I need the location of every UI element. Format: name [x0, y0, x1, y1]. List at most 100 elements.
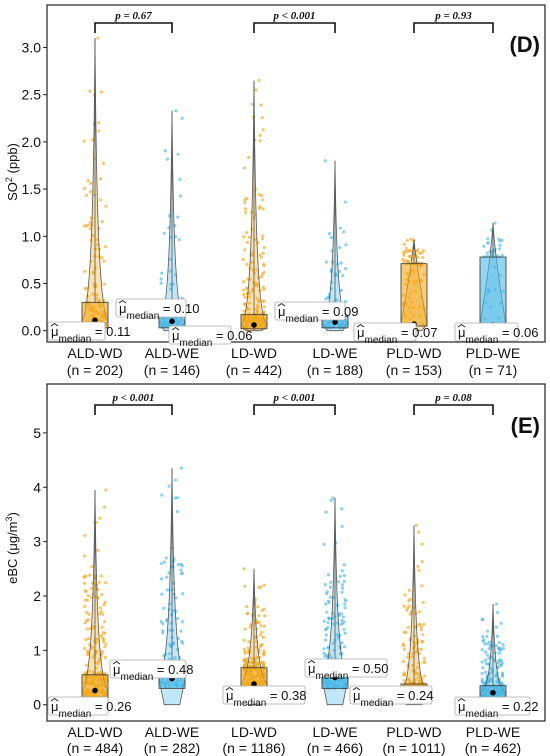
- hat-icon: [457, 323, 466, 328]
- bracket-line: [413, 404, 494, 415]
- data-point: [250, 102, 255, 106]
- data-point: [82, 646, 87, 651]
- data-point: [251, 287, 255, 291]
- data-point: [322, 651, 326, 655]
- data-point: [104, 642, 108, 646]
- median-label-text: μmedian = 0.26: [51, 699, 131, 720]
- p-value-label: p = 0.08: [434, 392, 472, 404]
- data-point: [91, 624, 95, 629]
- data-point: [86, 649, 90, 653]
- data-point: [404, 246, 408, 251]
- data-point: [418, 680, 422, 684]
- hat-icon: [277, 302, 286, 307]
- data-point: [409, 237, 413, 241]
- data-point: [102, 505, 107, 509]
- data-point: [167, 652, 172, 656]
- data-point: [480, 617, 484, 622]
- data-point: [257, 192, 261, 197]
- median-dot: [251, 322, 257, 328]
- data-point: [257, 298, 261, 302]
- data-point: [160, 592, 164, 596]
- data-point: [421, 600, 425, 605]
- data-point: [86, 223, 90, 227]
- panel-letter: (E): [511, 413, 540, 438]
- plot-frame: [46, 4, 546, 343]
- data-point: [103, 245, 108, 249]
- data-point: [164, 618, 169, 623]
- data-point: [329, 235, 334, 240]
- data-point: [342, 573, 346, 578]
- data-point: [102, 282, 107, 286]
- data-point: [84, 638, 88, 642]
- data-point: [255, 296, 259, 300]
- x-tick-label: ALD-WE: [145, 724, 199, 740]
- data-point: [323, 638, 328, 642]
- data-point: [483, 642, 487, 646]
- data-point: [336, 636, 340, 640]
- data-point: [261, 652, 266, 656]
- data-point: [83, 621, 88, 625]
- x-tick-label: PLD-WE: [466, 724, 520, 740]
- data-point: [262, 264, 266, 268]
- data-point: [245, 230, 249, 235]
- data-point: [86, 179, 90, 183]
- median-label: μmedian = 0.38: [222, 685, 306, 709]
- data-point: [259, 255, 263, 259]
- data-point: [85, 653, 90, 657]
- bracket-line: [413, 22, 494, 33]
- data-point: [487, 646, 491, 651]
- data-point: [162, 560, 166, 564]
- data-point: [248, 307, 252, 311]
- box: [400, 263, 428, 327]
- hat-icon: [356, 323, 365, 328]
- data-point: [243, 302, 247, 306]
- data-point: [82, 575, 86, 579]
- data-point: [84, 193, 89, 197]
- data-point: [322, 619, 326, 623]
- data-point: [338, 574, 342, 578]
- group-pld-we: μmedian = 0.06: [454, 221, 538, 346]
- data-point: [401, 659, 406, 664]
- data-point: [255, 281, 259, 286]
- data-point: [257, 614, 261, 618]
- data-point: [250, 261, 254, 265]
- median-label-text: μmedian = 0.22: [458, 699, 538, 720]
- data-point: [159, 620, 163, 624]
- data-point: [344, 599, 348, 603]
- data-point: [323, 159, 327, 163]
- data-point: [498, 239, 502, 243]
- data-point: [486, 662, 490, 666]
- data-point: [343, 606, 347, 610]
- data-point: [323, 582, 327, 587]
- data-point: [169, 287, 173, 291]
- data-point: [410, 663, 415, 668]
- data-point: [258, 139, 262, 143]
- data-point: [104, 204, 108, 208]
- data-point: [241, 257, 245, 261]
- data-point: [323, 654, 327, 658]
- data-point: [99, 90, 104, 94]
- median-label: μmedian = 0.06: [168, 325, 252, 349]
- data-point: [327, 232, 332, 236]
- hat-icon: [50, 322, 59, 327]
- data-point: [94, 650, 99, 654]
- panel-letter: (D): [509, 32, 540, 57]
- data-point: [260, 272, 265, 276]
- data-point: [99, 634, 104, 638]
- data-point: [343, 631, 347, 635]
- data-point: [242, 293, 246, 297]
- data-point: [175, 616, 180, 621]
- data-point: [340, 507, 344, 511]
- median-label-box: [168, 325, 232, 345]
- data-point: [96, 36, 100, 40]
- data-point: [101, 161, 106, 166]
- data-point: [102, 259, 106, 263]
- group-ald-we: μmedian = 0.48: [109, 466, 193, 706]
- x-tick-label: LD-WE: [312, 345, 357, 361]
- data-point: [86, 593, 90, 598]
- data-point: [258, 133, 262, 137]
- data-point: [406, 625, 410, 629]
- data-point: [335, 633, 339, 637]
- data-point: [481, 634, 485, 639]
- data-point: [245, 196, 249, 201]
